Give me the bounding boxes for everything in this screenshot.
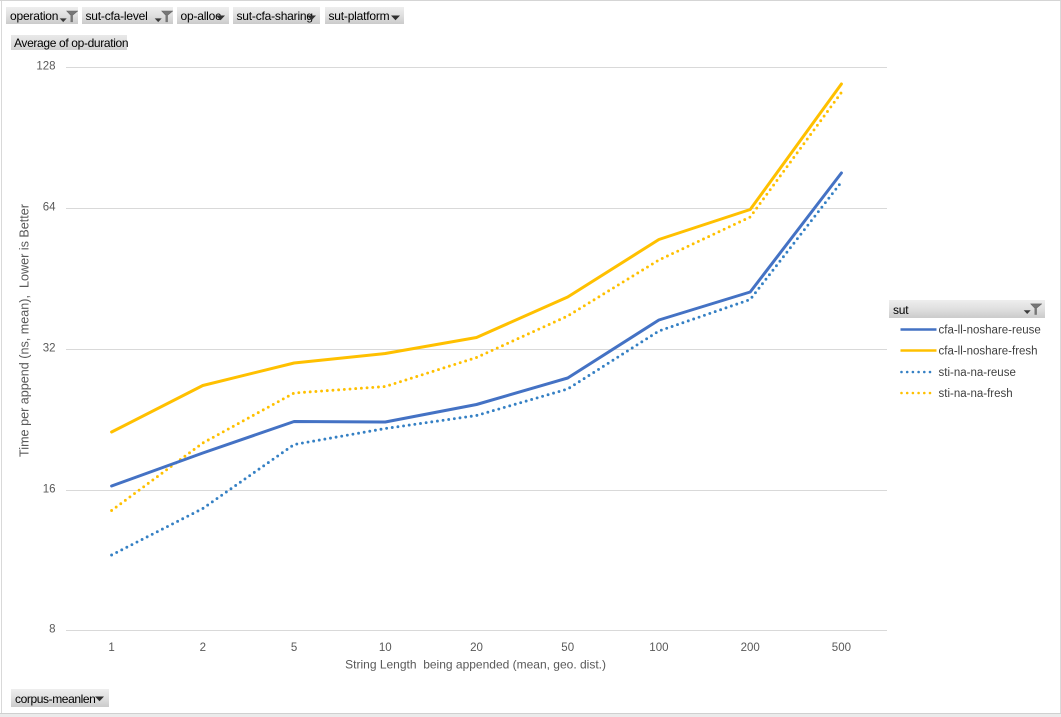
svg-text:1: 1 — [108, 642, 114, 654]
svg-text:8: 8 — [49, 624, 55, 636]
svg-text:32: 32 — [43, 343, 56, 355]
svg-text:50: 50 — [561, 642, 574, 654]
svg-text:64: 64 — [43, 202, 56, 214]
svg-text:10: 10 — [379, 642, 392, 654]
svg-text:cfa-ll-noshare-fresh: cfa-ll-noshare-fresh — [939, 346, 1038, 358]
svg-text:sti-na-na-reuse: sti-na-na-reuse — [939, 367, 1016, 379]
svg-text:20: 20 — [470, 642, 483, 654]
svg-text:2: 2 — [200, 642, 206, 654]
svg-text:String Length being appended: String Length being appended (mean, geo.… — [345, 658, 606, 672]
svg-text:500: 500 — [832, 642, 851, 654]
svg-text:200: 200 — [741, 642, 760, 654]
svg-text:100: 100 — [649, 642, 668, 654]
svg-text:16: 16 — [43, 484, 56, 496]
svg-text:sti-na-na-fresh: sti-na-na-fresh — [939, 388, 1013, 400]
svg-text:cfa-ll-noshare-reuse: cfa-ll-noshare-reuse — [939, 325, 1041, 337]
svg-text:5: 5 — [291, 642, 297, 654]
svg-text:128: 128 — [36, 61, 55, 73]
svg-text:Time per append (ns, mean), L: Time per append (ns, mean), Lower is Bet… — [18, 204, 32, 457]
